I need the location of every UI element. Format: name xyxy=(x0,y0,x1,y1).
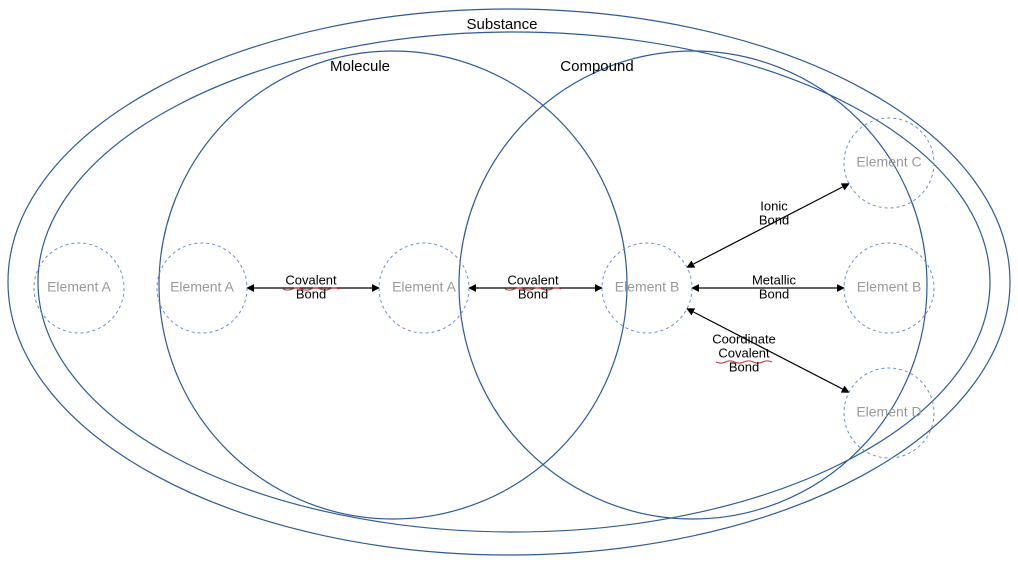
edge-label-cov1-line0: Covalent xyxy=(285,272,337,287)
node-label-elC: Element C xyxy=(856,154,921,170)
node-label-elA_mol1: Element A xyxy=(170,279,234,295)
edge-label-cov2-line1: Bond xyxy=(518,286,548,301)
node-label-elA_mol2: Element A xyxy=(392,279,456,295)
edge-label-metallic-line0: Metallic xyxy=(752,272,797,287)
node-label-elB_right: Element B xyxy=(857,279,922,295)
edge-label-cov2-line0: Covalent xyxy=(507,272,559,287)
node-label-elB_cmp: Element B xyxy=(615,279,680,295)
edge-label-ionic-line0: Ionic xyxy=(760,198,788,213)
edge-label-metallic-line1: Bond xyxy=(759,286,789,301)
label-substance: Substance xyxy=(467,16,538,33)
node-label-elD: Element D xyxy=(856,404,921,420)
label-molecule: Molecule xyxy=(330,58,390,75)
edge-label-cov1-line1: Bond xyxy=(296,286,326,301)
node-label-elA_outer: Element A xyxy=(47,279,111,295)
edge-label-ionic-line1: Bond xyxy=(759,212,789,227)
edge-label-coord-line2: Bond xyxy=(729,359,759,374)
label-compound: Compound xyxy=(560,58,633,75)
edge-label-coord-line0: Coordinate xyxy=(712,331,776,346)
edge-label-coord-line1: Covalent xyxy=(718,345,770,360)
